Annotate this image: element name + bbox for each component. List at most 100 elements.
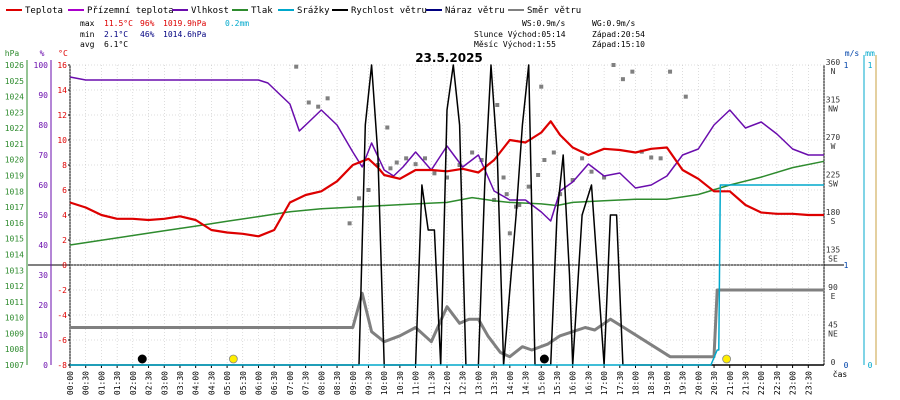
tick-label-dir-deg: 315: [826, 96, 841, 105]
wind-dir-point: [551, 150, 556, 155]
tick-label-time: 09:30: [364, 371, 373, 395]
tick-label-hpa: 1023: [5, 108, 24, 117]
tick-label-temp: 8: [62, 161, 67, 170]
tick-label-ms: 0: [844, 361, 849, 370]
tick-label-ms: 1: [844, 261, 849, 270]
tick-label-dir-name: NE: [828, 330, 838, 339]
tick-label-hpa: 1025: [5, 77, 24, 86]
tick-label-pct: 60: [38, 181, 48, 190]
legend-label-wind-speed: Rychlost větru: [351, 6, 427, 16]
wind-dir-point: [457, 163, 462, 167]
legend-label-wind-dir: Směr větru: [527, 6, 581, 16]
wind-dir-point: [404, 156, 409, 161]
stat-avg-temp: 6.1°C: [104, 40, 128, 49]
tick-label-dir-deg: 225: [826, 171, 841, 180]
tick-label-hpa: 1012: [5, 282, 24, 291]
tick-label-time: 06:00: [255, 371, 264, 395]
tick-label-mm: 0: [868, 361, 873, 370]
wind-dir-point: [504, 192, 509, 197]
tick-label-time: 02:30: [145, 371, 154, 395]
tick-label-temp: -6: [57, 336, 67, 345]
tick-label-time: 15:00: [537, 371, 546, 395]
tick-label-dir-name: E: [831, 292, 836, 301]
tick-label-hpa: 1020: [5, 156, 24, 165]
tick-label-dir-name: NW: [828, 105, 838, 114]
wind-dir-point: [517, 203, 522, 207]
stat-avg-label: avg: [80, 40, 95, 49]
tick-label-time: 20:00: [694, 371, 703, 395]
info-ws: WS:0.9m/s: [522, 19, 566, 28]
legend-item-wind-speed: Rychlost větru: [332, 6, 427, 16]
markers: [137, 354, 732, 364]
wind-dir-point: [507, 231, 512, 236]
stat-max-press: 1019.9hPa: [163, 19, 207, 28]
tick-label-time: 23:30: [804, 371, 813, 395]
axis-unit-ms: m/s: [845, 49, 860, 58]
legend-label-ground-temp: Přízemní teplota: [87, 6, 174, 16]
wind-dir-point: [385, 125, 390, 130]
rain-line: [70, 184, 824, 366]
sun-icon: [722, 354, 732, 364]
axis-unit-mm: mm: [865, 49, 875, 58]
tick-label-hpa: 1017: [5, 203, 24, 212]
tick-label-time: 04:30: [207, 371, 216, 395]
tick-label-pct: 80: [38, 121, 48, 130]
wind-dir-point: [306, 100, 311, 105]
wind-dir-point: [495, 103, 500, 107]
tick-label-dir-deg: 135: [826, 246, 841, 255]
tick-label-pct: 50: [38, 211, 48, 220]
tick-label-time: 18:30: [647, 371, 656, 395]
wind-dir-point: [611, 63, 616, 67]
tick-label-time: 14:30: [522, 371, 531, 395]
tick-label-pct: 0: [43, 361, 48, 370]
tick-label-dir-name: S: [831, 217, 836, 226]
tick-label-time: 01:00: [97, 371, 106, 395]
axis-unit-pct: %: [40, 49, 45, 58]
humidity-line: [69, 76, 824, 222]
tick-label-hpa: 1014: [5, 250, 24, 259]
tick-label-temp: 10: [57, 136, 67, 145]
tick-label-dir-deg: 0: [831, 358, 836, 367]
info-moon-set: Západ:15:10: [592, 40, 645, 49]
tick-label-dir-deg: 360: [826, 58, 841, 67]
tick-label-time: 10:00: [380, 371, 389, 395]
tick-label-time: 11:30: [427, 371, 436, 395]
info-moon-rise: Měsíc Východ:1:55: [474, 40, 556, 49]
axis-unit-hpa: hPa: [5, 49, 20, 58]
legend-item-pressure: Tlak: [232, 6, 273, 16]
tick-label-dir-name: SW: [828, 180, 838, 189]
wind-dir-point: [649, 155, 654, 160]
tick-label-pct: 90: [38, 91, 48, 100]
stat-max-label: max: [80, 19, 95, 28]
tick-label-time: 21:00: [726, 371, 735, 395]
wind-dir-point: [589, 169, 594, 174]
wind-dir-point: [570, 178, 575, 182]
wind-dir-point: [536, 173, 541, 177]
wind-dir-point: [683, 94, 688, 99]
legend-item-wind-dir: Směr větru: [508, 6, 581, 16]
tick-label-dir-name: N: [831, 67, 836, 76]
tick-label-time: 19:00: [663, 371, 672, 395]
tick-label-hpa: 1022: [5, 124, 24, 133]
tick-label-hpa: 1026: [5, 61, 24, 70]
tick-label-time: 07:00: [286, 371, 295, 395]
tick-label-time: 11:00: [412, 371, 421, 395]
tick-label-hpa: 1015: [5, 235, 24, 244]
legend-item-rain: Srážky: [278, 6, 330, 16]
legend-label-pressure: Tlak: [251, 6, 273, 16]
tick-label-dir-name: SE: [828, 255, 838, 264]
tick-label-hpa: 1010: [5, 314, 24, 323]
tick-label-pct: 20: [38, 301, 48, 310]
tick-label-dir-deg: 180: [826, 208, 841, 217]
tick-label-time: 00:00: [66, 371, 75, 395]
info-sun-rise: Slunce Východ:05:14: [474, 30, 566, 39]
tick-label-hpa: 1016: [5, 219, 24, 228]
tick-label-hpa: 1019: [5, 172, 24, 181]
wind-dir-point: [630, 69, 635, 74]
tick-label-time: 20:30: [710, 371, 719, 395]
info-block: WS:0.9m/s WG:0.9m/s Slunce Východ:05:14 …: [474, 19, 645, 49]
tick-label-time: 17:00: [600, 371, 609, 395]
tick-label-time: 22:30: [773, 371, 782, 395]
tick-label-time: 16:30: [584, 371, 593, 395]
